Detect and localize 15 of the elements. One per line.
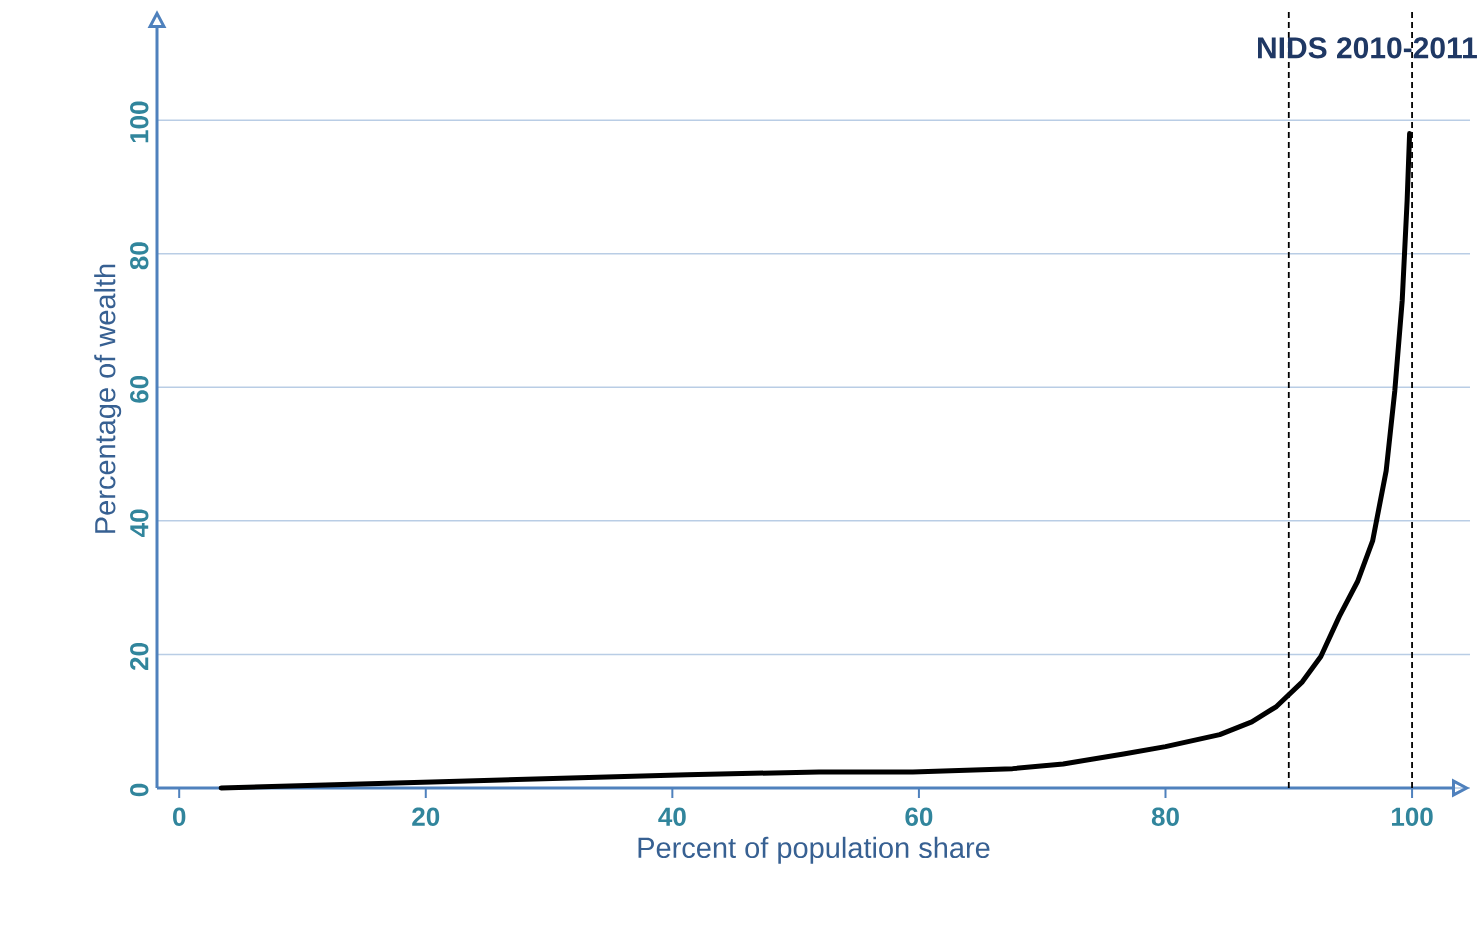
- y-tick-label: 80: [130, 242, 149, 270]
- x-tick-label: 40: [658, 807, 686, 826]
- x-tick-label: 0: [173, 807, 186, 826]
- y-tick-label: 40: [130, 509, 149, 537]
- y-tick-label: 0: [130, 783, 149, 797]
- text: NIDS 2010-2011: [1258, 37, 1477, 59]
- x-tick-label: 80: [1151, 807, 1179, 826]
- y-tick-label: 60: [130, 375, 149, 403]
- x-axis-title: Percent of population share: [638, 836, 990, 864]
- y-tick-label: 20: [130, 643, 149, 670]
- x-tick-label: 20: [412, 807, 440, 826]
- x-tick-label: 100: [1392, 807, 1433, 826]
- y-tick-label: 100: [130, 101, 149, 143]
- y-axis-title: Percentage of wealth: [94, 264, 122, 533]
- x-tick-label: 60: [905, 807, 933, 826]
